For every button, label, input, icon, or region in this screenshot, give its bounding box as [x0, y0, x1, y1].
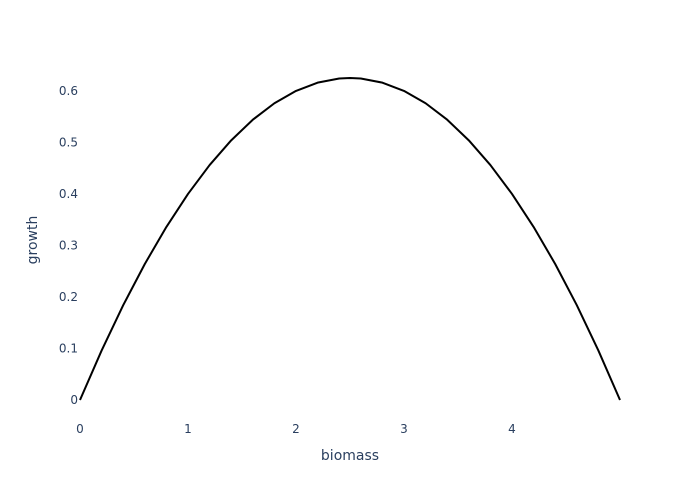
y-axis-title: growth — [25, 216, 41, 265]
y-tick-label: 0.3 — [59, 238, 78, 252]
y-tick-label: 0.6 — [59, 84, 78, 98]
y-axis-ticks: 0 0.1 0.2 0.3 0.4 0.5 0.6 — [59, 84, 78, 407]
y-tick-label: 0 — [70, 393, 78, 407]
x-tick-label: 0 — [76, 422, 84, 436]
x-tick-label: 2 — [292, 422, 300, 436]
x-axis-ticks: 0 1 2 3 4 — [76, 422, 516, 436]
y-tick-label: 0.4 — [59, 187, 78, 201]
x-tick-label: 1 — [184, 422, 192, 436]
plot-area — [79, 77, 621, 401]
x-tick-label: 3 — [400, 422, 408, 436]
series-line-0 — [79, 77, 621, 401]
x-tick-label: 4 — [508, 422, 516, 436]
y-tick-label: 0.1 — [59, 341, 78, 355]
y-tick-label: 0.2 — [59, 290, 78, 304]
y-tick-label: 0.5 — [59, 135, 78, 149]
x-axis-title: biomass — [321, 448, 379, 464]
